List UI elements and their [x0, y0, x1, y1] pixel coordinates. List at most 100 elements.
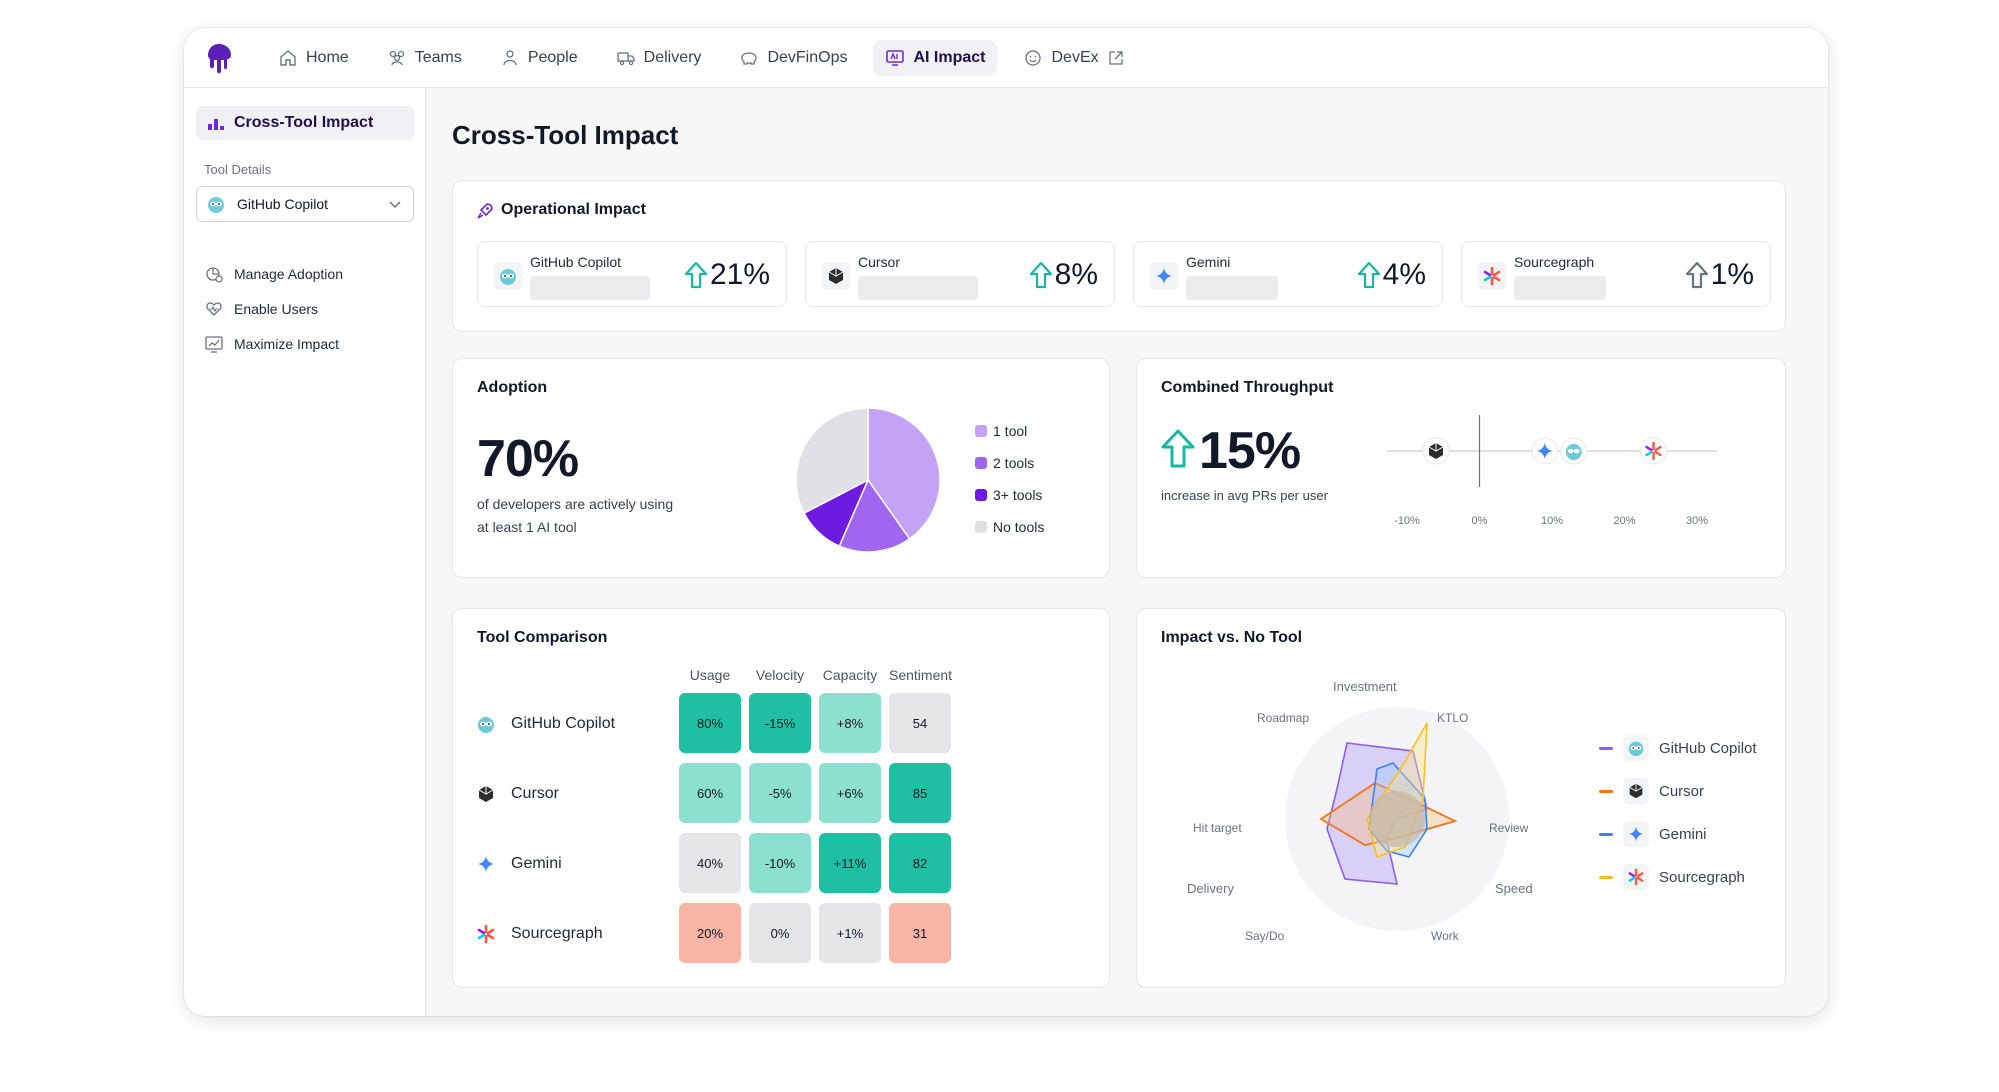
sidebar-link-enable-users[interactable]: Enable Users: [204, 297, 318, 321]
sidebar-link-manage-adoption[interactable]: Manage Adoption: [204, 262, 343, 286]
cell-copilot-usage: 80%: [679, 693, 741, 753]
op-tile-name: Sourcegraph: [1514, 254, 1595, 270]
adoption-description-1: of developers are actively using: [477, 496, 674, 512]
throughput-title: Combined Throughput: [1161, 379, 1334, 396]
arrow-up-icon: [1357, 261, 1380, 289]
radar-axis-hit-target: Hit target: [1193, 821, 1242, 835]
cell-copilot-capacity: +8%: [819, 693, 881, 753]
app-window: Home Teams People Delivery DevFinOps AI …: [184, 28, 1828, 1016]
gemini-icon: [473, 851, 499, 877]
row-label-copilot: GitHub Copilot: [473, 711, 615, 737]
cell-sourcegraph-velocity: 0%: [749, 903, 811, 963]
op-tile-copilot[interactable]: GitHub Copilot 21%: [477, 241, 787, 307]
nav-teams[interactable]: Teams: [375, 40, 474, 76]
adoption-icon: [206, 267, 223, 283]
legend-line: [1599, 875, 1613, 879]
radar-axis-investment: Investment: [1333, 679, 1397, 694]
sidebar-link-label: Maximize Impact: [234, 336, 340, 352]
throughput-plot: [1387, 415, 1717, 487]
row-tool-name: Sourcegraph: [511, 925, 603, 942]
legend-label: GitHub Copilot: [1659, 739, 1757, 757]
sidebar: Cross-Tool Impact Tool Details GitHub Co…: [184, 88, 426, 1016]
adoption-description-2: at least 1 AI tool: [477, 519, 577, 535]
sidebar-link-label: Manage Adoption: [234, 266, 343, 282]
sidebar-item-cross-tool-impact[interactable]: Cross-Tool Impact: [196, 106, 414, 140]
gemini-icon: [1623, 821, 1649, 847]
placeholder-bar: [530, 276, 650, 300]
row-label-gemini: Gemini: [473, 851, 562, 877]
piggy-bank-icon: [741, 51, 758, 65]
throughput-x-axis: -10% 0% 10% 20% 30%: [1387, 515, 1727, 531]
adoption-value: 70%: [477, 430, 579, 488]
legend-line: [1599, 789, 1613, 793]
impact-title: Impact vs. No Tool: [1161, 629, 1303, 646]
sourcegraph-logo: [1478, 262, 1506, 290]
nav-people-label: People: [527, 48, 578, 66]
jellyfish-logo-icon[interactable]: [202, 41, 236, 75]
nav-people[interactable]: People: [488, 40, 590, 76]
operational-impact-card: Operational Impact GitHub Copilot 21% Cu…: [452, 180, 1786, 332]
legend-swatch: [975, 457, 987, 469]
sidebar-link-maximize-impact[interactable]: Maximize Impact: [204, 332, 339, 356]
nav-ai-impact-label: AI Impact: [913, 48, 986, 66]
rocket-icon: [477, 203, 493, 219]
cell-sourcegraph-sentiment: 31: [889, 903, 951, 963]
cursor-icon: [473, 781, 499, 807]
sidebar-link-label: Enable Users: [234, 301, 319, 317]
throughput-tick: 20%: [1613, 515, 1636, 527]
cell-cursor-capacity: +6%: [819, 763, 881, 823]
cell-gemini-capacity: +11%: [819, 833, 881, 893]
operational-impact-title: Operational Impact: [501, 201, 646, 218]
throughput-tick: 0%: [1471, 515, 1488, 527]
tool-select[interactable]: GitHub Copilot: [196, 186, 414, 222]
throughput-point-sourcegraph: [1640, 437, 1667, 465]
column-header-usage: Usage: [689, 667, 731, 683]
nav-devfinops[interactable]: DevFinOps: [727, 40, 859, 76]
home-icon: [280, 49, 296, 66]
legend-swatch: [975, 521, 987, 533]
radar-center: [1369, 791, 1425, 847]
nav-ai-impact[interactable]: AI Impact: [873, 39, 998, 76]
radar-axis-ktlo: KTLO: [1437, 711, 1469, 725]
cursor-icon: [828, 268, 844, 284]
legend-line: [1599, 746, 1613, 750]
copilot-icon: [473, 711, 499, 737]
op-tile-sourcegraph[interactable]: Sourcegraph 1%: [1461, 241, 1771, 307]
arrow-up-icon: [1685, 261, 1708, 289]
cell-cursor-velocity: -5%: [749, 763, 811, 823]
arrow-up-icon: [1029, 261, 1052, 289]
row-label-sourcegraph: Sourcegraph: [473, 921, 603, 947]
row-tool-name: GitHub Copilot: [511, 715, 616, 732]
placeholder-bar: [1186, 276, 1278, 300]
radar-axis-review: Review: [1489, 821, 1529, 835]
legend-label: 3+ tools: [993, 487, 1043, 503]
row-label-cursor: Cursor: [473, 781, 559, 807]
op-tile-cursor[interactable]: Cursor 8%: [805, 241, 1115, 307]
op-tile-gemini[interactable]: Gemini 4%: [1133, 241, 1443, 307]
adoption-title: Adoption: [477, 379, 548, 396]
op-tile-value-text: 21%: [709, 258, 770, 291]
adoption-card: Adoption 70% of developers are actively …: [452, 358, 1110, 578]
nav-devex-label: DevEx: [1051, 48, 1099, 66]
nav-home-label: Home: [306, 48, 349, 66]
pie-slice-no-tools: [795, 407, 869, 515]
copilot-icon: [500, 269, 516, 285]
pie-slice-2-tools: [838, 478, 911, 553]
nav-delivery[interactable]: Delivery: [604, 40, 714, 76]
nav-home[interactable]: Home: [266, 40, 361, 76]
cell-gemini-usage: 40%: [679, 833, 741, 893]
ranking-icon: [208, 119, 224, 130]
column-header-sentiment: Sentiment: [889, 667, 953, 683]
legend-3-plus-tools: 3+ tools: [975, 487, 1042, 503]
adoption-pie-chart: [795, 407, 941, 553]
nav-devex[interactable]: DevEx: [1011, 40, 1136, 76]
tool-comparison-title: Tool Comparison: [477, 629, 608, 646]
op-tile-value: 4%: [1357, 258, 1426, 292]
legend-swatch: [975, 425, 987, 437]
impact-vs-no-tool-card: Impact vs. No Tool Investment KTLO Revie…: [1136, 608, 1786, 988]
gemini-icon: [1155, 267, 1173, 285]
cursor-icon: [1623, 778, 1649, 804]
legend-swatch: [975, 489, 987, 501]
sidebar-item-label: Cross-Tool Impact: [234, 114, 374, 131]
legend-label: 2 tools: [993, 455, 1035, 471]
